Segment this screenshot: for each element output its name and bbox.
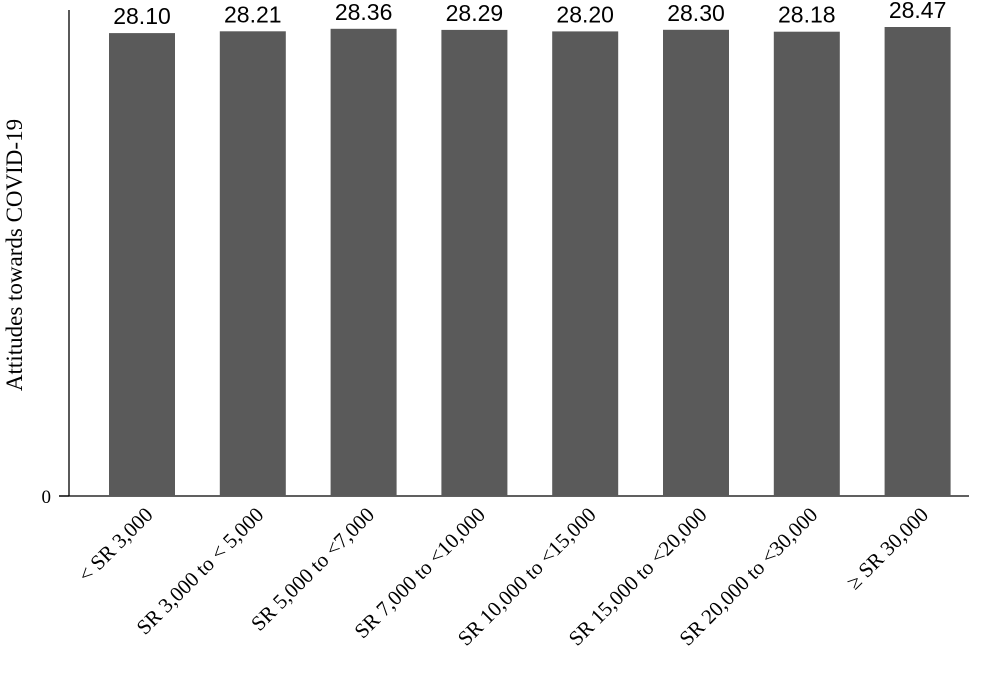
value-label-1: 28.10	[113, 3, 171, 29]
value-label-2: 28.21	[224, 1, 282, 27]
value-label-6: 28.30	[667, 0, 725, 26]
x-tick-label-8: ≥ SR 30,000	[842, 503, 934, 595]
bar-5	[552, 31, 619, 497]
bar-6	[663, 29, 729, 497]
value-label-5: 28.20	[556, 1, 614, 27]
value-label-3: 28.36	[335, 0, 393, 25]
x-tick-label-1: < SR 3,000	[73, 503, 157, 587]
value-label-4: 28.29	[446, 0, 504, 26]
bar-2	[219, 31, 286, 497]
bar-3	[330, 28, 397, 497]
value-labels: 28.10 28.21 28.36 28.29 28.20 28.30 28.18 28.47	[113, 0, 946, 29]
value-label-8: 28.47	[889, 0, 947, 23]
y-axis-label: Attitudes towards COVID-19	[2, 119, 27, 391]
bar-1	[109, 33, 175, 496]
bar-4	[441, 29, 508, 497]
value-label-7: 28.18	[778, 2, 836, 28]
y-tick-label: 0	[42, 487, 52, 508]
bar-7	[773, 31, 840, 496]
bar-8	[884, 27, 951, 496]
bars	[109, 27, 951, 497]
